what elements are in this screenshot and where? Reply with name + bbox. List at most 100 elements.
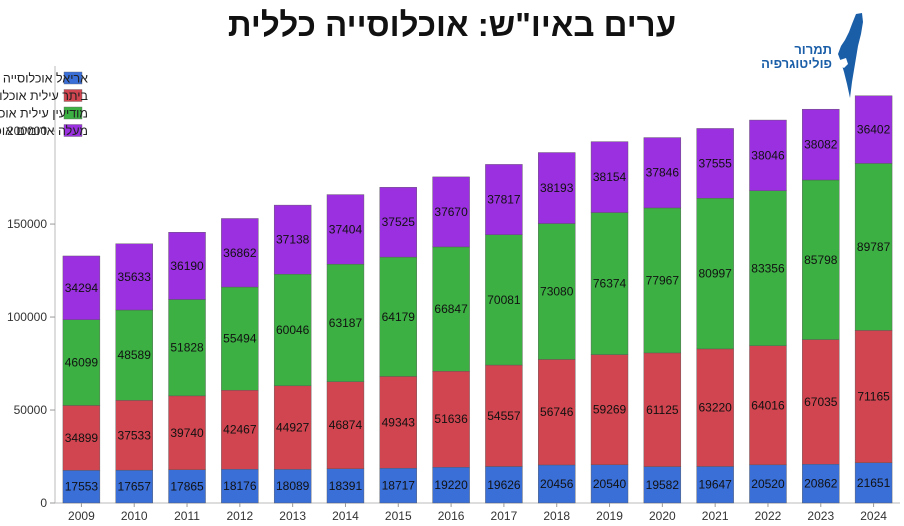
bar-data-label: 17657 — [118, 480, 152, 494]
israel-map-icon — [838, 13, 863, 98]
bar-segment — [538, 152, 576, 224]
bar-data-label: 37404 — [329, 222, 363, 236]
bar-data-label: 46099 — [65, 356, 99, 370]
bar-segment — [643, 137, 682, 209]
bar-segment — [115, 469, 153, 504]
bar-data-label: 36862 — [223, 246, 257, 260]
x-tick-label: 2014 — [332, 509, 359, 523]
legend-label: ביתר עילית אוכלוסייה — [0, 89, 89, 103]
bar-data-label: 42467 — [223, 423, 257, 437]
bar-segment — [62, 405, 101, 471]
bar-data-label: 20520 — [751, 477, 785, 491]
logo: תמרור פוליטוגרפיה — [752, 12, 872, 102]
bar-data-label: 37670 — [434, 205, 468, 219]
bar-segment — [590, 354, 629, 466]
x-tick-label: 2015 — [385, 509, 412, 523]
bar-data-label: 51636 — [434, 412, 468, 426]
bar-data-label: 20862 — [804, 477, 838, 491]
bar-data-label: 38154 — [593, 170, 627, 184]
bar-segment — [485, 234, 523, 366]
bar-segment — [62, 255, 101, 320]
bar-segment — [432, 176, 470, 248]
bar-segment — [221, 469, 259, 504]
bar-segment — [802, 339, 840, 465]
bar-segment — [696, 348, 734, 467]
bar-segment — [749, 119, 787, 191]
bar-data-label: 39740 — [170, 426, 204, 440]
bar-segment — [115, 243, 153, 311]
bar-data-label: 18391 — [329, 479, 363, 493]
legend-swatch — [63, 71, 83, 85]
logo-line1: תמרור — [794, 42, 832, 57]
bar-data-label: 77967 — [646, 273, 680, 287]
bar-segment — [62, 470, 101, 504]
bar-segment — [168, 395, 206, 470]
bar-data-label: 37525 — [382, 215, 416, 229]
bar-segment — [432, 371, 470, 468]
bar-data-label: 20540 — [593, 477, 627, 491]
bar-data-label: 19220 — [434, 478, 468, 492]
bar-segment — [485, 164, 523, 235]
bar-segment — [432, 467, 470, 504]
bar-segment — [115, 400, 153, 471]
bar-data-label: 54557 — [487, 409, 521, 423]
bar-data-label: 85798 — [804, 253, 838, 267]
bar-segment — [749, 190, 787, 346]
y-tick-label: 200000 — [7, 124, 47, 138]
bar-segment — [273, 385, 312, 470]
bar-data-label: 19647 — [698, 478, 732, 492]
bar-data-label: 19582 — [646, 478, 680, 492]
bar-data-label: 89787 — [857, 240, 891, 254]
bar-data-label: 37138 — [276, 233, 310, 247]
bar-data-label: 49343 — [382, 415, 416, 429]
bar-data-label: 36402 — [857, 123, 891, 137]
bar-data-label: 63220 — [698, 401, 732, 415]
bar-data-label: 46874 — [329, 418, 363, 432]
bar-data-label: 38046 — [751, 148, 785, 162]
bar-segment — [221, 218, 259, 288]
bar-segment — [326, 468, 365, 504]
chart-title: ערים באיו"ש: אוכלוסייה כללית — [227, 6, 677, 43]
bar-data-label: 64179 — [382, 310, 416, 324]
x-tick-label: 2012 — [226, 509, 253, 523]
bar-data-label: 55494 — [223, 332, 257, 346]
bar-segment — [326, 381, 365, 470]
legend-swatch — [63, 89, 83, 102]
bar-data-label: 37817 — [487, 193, 521, 207]
bar-segment — [485, 364, 523, 467]
y-tick-label: 150000 — [7, 217, 47, 231]
y-tick-label: 0 — [40, 496, 47, 510]
x-tick-label: 2023 — [807, 509, 834, 523]
legend-label: מעלה אדומים אוכלוסייה — [0, 124, 88, 138]
bar-segment — [802, 108, 840, 181]
bar-data-label: 59269 — [593, 403, 627, 417]
x-tick-label: 2022 — [755, 509, 782, 523]
x-tick-label: 2013 — [279, 509, 306, 523]
y-tick-label: 100000 — [7, 310, 47, 324]
legend-label: אריאל אוכלוסייה — [3, 72, 88, 86]
bar-segment — [379, 187, 417, 258]
legend-swatch — [63, 124, 83, 137]
bar-segment — [538, 223, 576, 360]
bar-segment — [854, 95, 893, 164]
x-tick-label: 2010 — [121, 509, 148, 523]
bar-segment — [696, 128, 734, 199]
bar-data-label: 61125 — [646, 403, 679, 417]
bar-data-label: 37533 — [118, 428, 152, 442]
bar-data-label: 44927 — [276, 421, 310, 435]
bar-data-label: 18717 — [382, 479, 416, 493]
bar-data-label: 64016 — [751, 398, 785, 412]
bar-segment — [802, 464, 840, 504]
bar-data-label: 34899 — [65, 431, 99, 445]
bar-segment — [854, 330, 893, 463]
bar-segment — [326, 194, 365, 265]
bar-data-label: 37555 — [698, 156, 732, 170]
x-tick-label: 2024 — [860, 509, 887, 523]
bar-data-label: 21651 — [857, 476, 891, 490]
x-tick-label: 2019 — [596, 509, 623, 523]
bar-data-label: 38193 — [540, 181, 574, 195]
bar-segment — [168, 299, 206, 397]
bar-segment — [432, 246, 470, 372]
bar-data-label: 71165 — [857, 390, 890, 404]
